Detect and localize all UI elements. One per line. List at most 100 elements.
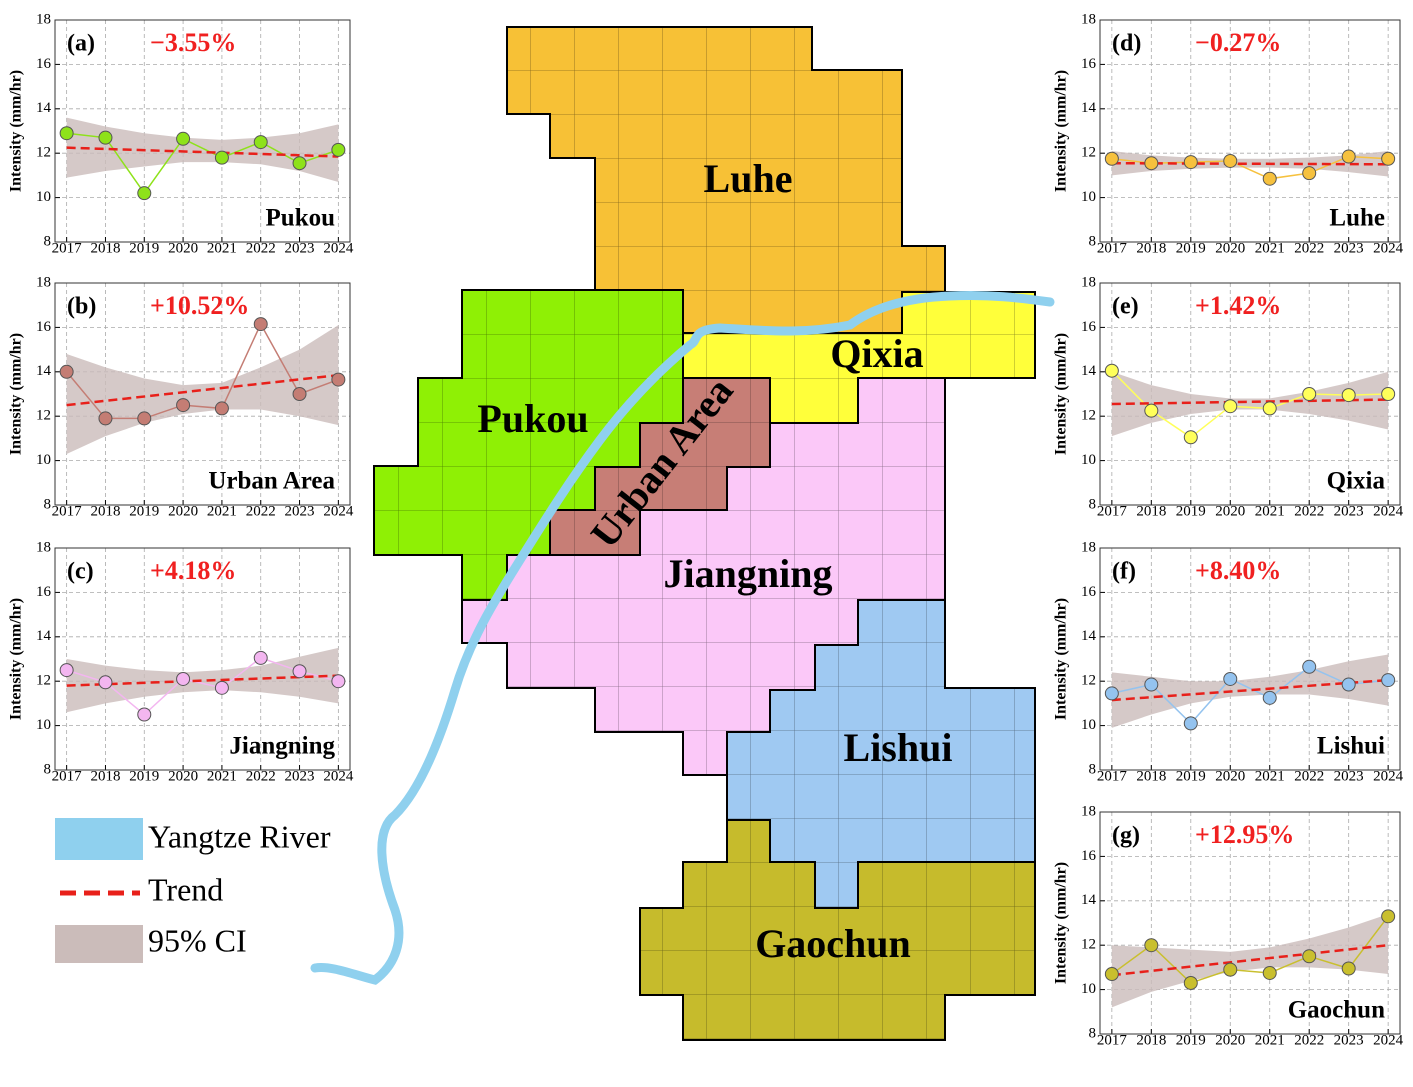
y-tick-label: 8 xyxy=(1089,1025,1097,1041)
plot-frame xyxy=(1099,282,1401,506)
data-point xyxy=(1381,151,1396,166)
x-tick-label: 2023 xyxy=(1334,240,1364,256)
trend-line xyxy=(1111,398,1389,406)
x-tick-label: 2017 xyxy=(1097,240,1128,256)
y-tick-label: 8 xyxy=(44,761,52,777)
trend-annotation: +8.40% xyxy=(1195,556,1281,585)
data-point xyxy=(176,671,191,686)
x-tick-label: 2024 xyxy=(1373,503,1404,519)
x-tick-label: 2021 xyxy=(1255,240,1285,256)
legend: Yangtze River Trend 95% CI xyxy=(55,818,331,963)
yangtze-river xyxy=(310,290,1055,985)
y-tick-label: 10 xyxy=(1081,981,1096,997)
ci-band xyxy=(1111,654,1389,728)
x-tick-label: 2021 xyxy=(1255,768,1285,784)
trend-annotation: +12.95% xyxy=(1195,820,1294,849)
x-tick-label: 2019 xyxy=(1176,768,1206,784)
data-point xyxy=(1183,155,1198,170)
data-point xyxy=(253,135,268,150)
region-label: Gaochun xyxy=(755,921,911,966)
y-tick-label: 14 xyxy=(1081,363,1097,379)
y-tick-label: 12 xyxy=(36,673,51,689)
data-point xyxy=(1104,363,1119,378)
y-tick-label: 8 xyxy=(1089,496,1097,512)
x-tick-label: 2019 xyxy=(129,503,159,519)
plot-frame xyxy=(54,282,351,506)
data-point xyxy=(292,156,307,171)
data-point xyxy=(1223,671,1238,686)
y-tick-label: 12 xyxy=(1081,408,1096,424)
y-tick-label: 14 xyxy=(36,100,52,116)
y-tick-label: 14 xyxy=(1081,892,1097,908)
data-line xyxy=(66,132,339,195)
panel-label: (f) xyxy=(1112,559,1136,585)
data-point xyxy=(137,707,152,722)
y-tick-label: 8 xyxy=(44,233,52,249)
data-point xyxy=(1341,677,1356,692)
region-label: Jiangning xyxy=(664,551,833,596)
ci-band xyxy=(66,647,339,713)
region-name: Gaochun xyxy=(1288,997,1385,1024)
region-name: Pukou xyxy=(266,205,336,232)
x-tick-label: 2017 xyxy=(1097,1032,1128,1048)
x-tick-label: 2022 xyxy=(1294,768,1324,784)
data-point xyxy=(214,680,229,695)
x-tick-label: 2020 xyxy=(1215,768,1245,784)
plot-frame xyxy=(1099,811,1401,1035)
legend-label: Trend xyxy=(148,871,223,907)
y-tick-label: 8 xyxy=(1089,233,1097,249)
x-tick-label: 2023 xyxy=(285,503,315,519)
x-tick-label: 2017 xyxy=(52,768,83,784)
data-point xyxy=(1223,962,1238,977)
data-point xyxy=(59,663,74,678)
x-tick-label: 2021 xyxy=(207,768,237,784)
data-point xyxy=(1144,938,1159,953)
data-point xyxy=(59,364,74,379)
y-tick-label: 18 xyxy=(1081,539,1096,555)
data-point xyxy=(98,130,113,145)
data-point xyxy=(176,131,191,146)
y-axis-label: Intensity (mm/hr) xyxy=(1053,598,1070,720)
x-tick-label: 2022 xyxy=(246,240,276,256)
data-point xyxy=(137,411,152,426)
x-tick-label: 2022 xyxy=(1294,503,1324,519)
region-label: Qixia xyxy=(830,331,923,376)
y-tick-label: 12 xyxy=(1081,145,1096,161)
y-tick-label: 12 xyxy=(1081,937,1096,953)
y-tick-label: 16 xyxy=(1081,848,1097,864)
y-axis-label: Intensity (mm/hr) xyxy=(1053,333,1070,455)
data-point xyxy=(137,186,152,201)
panel-label: (g) xyxy=(1112,823,1140,849)
y-tick-label: 10 xyxy=(1081,189,1096,205)
x-tick-label: 2019 xyxy=(129,240,159,256)
legend-swatch xyxy=(55,818,143,860)
x-tick-label: 2019 xyxy=(129,768,159,784)
data-point xyxy=(59,126,74,141)
chart-panel: 8 10 12 14 16 18 2017 2018 2019 2020 2021 2022 2023 2… xyxy=(8,274,354,519)
data-point xyxy=(1183,716,1198,731)
data-line xyxy=(1111,665,1389,725)
plot-area xyxy=(1100,20,1400,242)
trend-line xyxy=(1111,943,1389,977)
chart-panel: 8 10 12 14 16 18 2017 2018 2019 2020 2021 2022 2023 2… xyxy=(1053,11,1404,256)
x-tick-label: 2022 xyxy=(1294,1032,1324,1048)
ci-band xyxy=(1111,371,1389,437)
x-tick-label: 2024 xyxy=(1373,768,1404,784)
y-tick-label: 8 xyxy=(1089,761,1097,777)
x-tick-label: 2023 xyxy=(1334,503,1364,519)
y-tick-label: 14 xyxy=(1081,100,1097,116)
y-tick-label: 10 xyxy=(36,189,51,205)
x-tick-label: 2023 xyxy=(1334,768,1364,784)
y-tick-label: 18 xyxy=(1081,803,1096,819)
trend-line xyxy=(66,146,339,158)
y-tick-label: 16 xyxy=(36,584,52,600)
y-tick-label: 10 xyxy=(1081,452,1096,468)
x-tick-label: 2018 xyxy=(1136,768,1166,784)
data-point xyxy=(1262,690,1277,705)
y-tick-label: 10 xyxy=(36,452,51,468)
data-point xyxy=(253,650,268,665)
x-tick-label: 2019 xyxy=(1176,1032,1206,1048)
panel-label: (e) xyxy=(1112,294,1139,320)
